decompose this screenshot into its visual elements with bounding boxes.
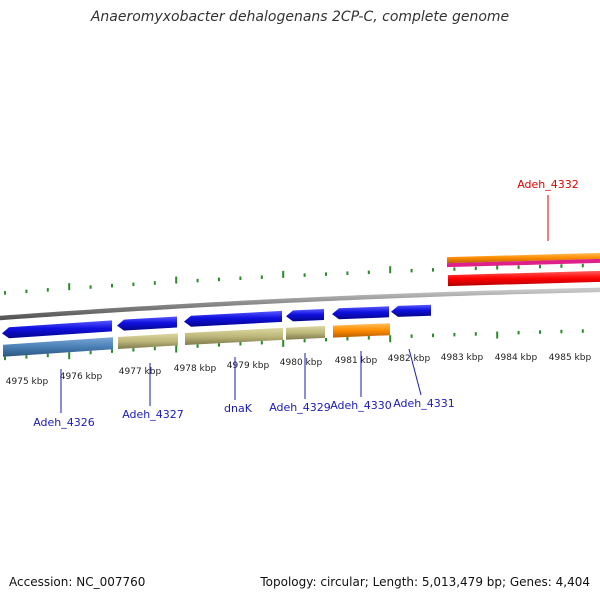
gene-label-adeh-4326: Adeh_4326 <box>33 416 95 429</box>
cds-adeh-4331 <box>391 304 431 317</box>
cds-dnak <box>184 310 282 327</box>
gene-bar-adeh-4326 <box>3 337 113 357</box>
map-title: Anaeromyxobacter dehalogenans 2CP-C, com… <box>90 9 510 25</box>
kbp-labels-layer: 4975 kbp 4976 kbp 4977 kbp 4978 kbp 4979 kbp… <box>6 353 592 387</box>
gene-bar-adeh-4327 <box>118 333 178 349</box>
leader-line <box>408 348 422 396</box>
gene-label-adeh-4330: Adeh_4330 <box>330 399 392 412</box>
gene-label-dnak: dnaK <box>224 402 253 415</box>
genome-backbone <box>0 287 600 321</box>
kbp-label: 4981 kbp <box>335 356 378 366</box>
cds-adeh-4329 <box>286 309 324 322</box>
gene-bar-adeh-4332-magenta <box>447 258 600 268</box>
gene-bar-dnak <box>185 327 283 345</box>
kbp-label: 4984 kbp <box>495 353 538 363</box>
kbp-label: 4976 kbp <box>60 372 103 382</box>
gene-label-adeh-4331: Adeh_4331 <box>393 397 455 410</box>
genome-summary-text: Topology: circular; Length: 5,013,479 bp… <box>260 575 590 589</box>
feature-layer <box>2 252 600 357</box>
cds-adeh-4330 <box>332 306 389 320</box>
gene-bar-adeh-4329 <box>286 325 325 340</box>
kbp-label: 4975 kbp <box>6 377 49 387</box>
kbp-label: 4983 kbp <box>441 353 484 363</box>
kbp-label: 4979 kbp <box>227 361 270 371</box>
gene-label-adeh-4332: Adeh_4332 <box>517 178 579 191</box>
cds-adeh-4326 <box>2 320 112 339</box>
accession-text: Accession: NC_007760 <box>9 575 146 589</box>
ticks-layer <box>4 262 584 361</box>
cds-adeh-4327 <box>117 316 177 331</box>
backbone-layer <box>0 287 600 321</box>
kbp-label: 4985 kbp <box>549 353 592 363</box>
kbp-label: 4978 kbp <box>174 364 217 374</box>
kbp-label: 4977 kbp <box>119 367 162 377</box>
kbp-label: 4982 kbp <box>388 354 431 364</box>
cds-adeh-4332 <box>448 270 600 287</box>
gene-label-adeh-4329: Adeh_4329 <box>269 401 331 414</box>
gene-bar-adeh-4332-orange <box>447 252 600 264</box>
gene-labels-layer: Adeh_4326 Adeh_4327 dnaK Adeh_4329 Adeh_4330… <box>33 178 579 429</box>
kbp-label: 4980 kbp <box>280 358 323 368</box>
gene-label-adeh-4327: Adeh_4327 <box>122 408 184 421</box>
gene-bar-adeh-4330 <box>333 323 390 338</box>
